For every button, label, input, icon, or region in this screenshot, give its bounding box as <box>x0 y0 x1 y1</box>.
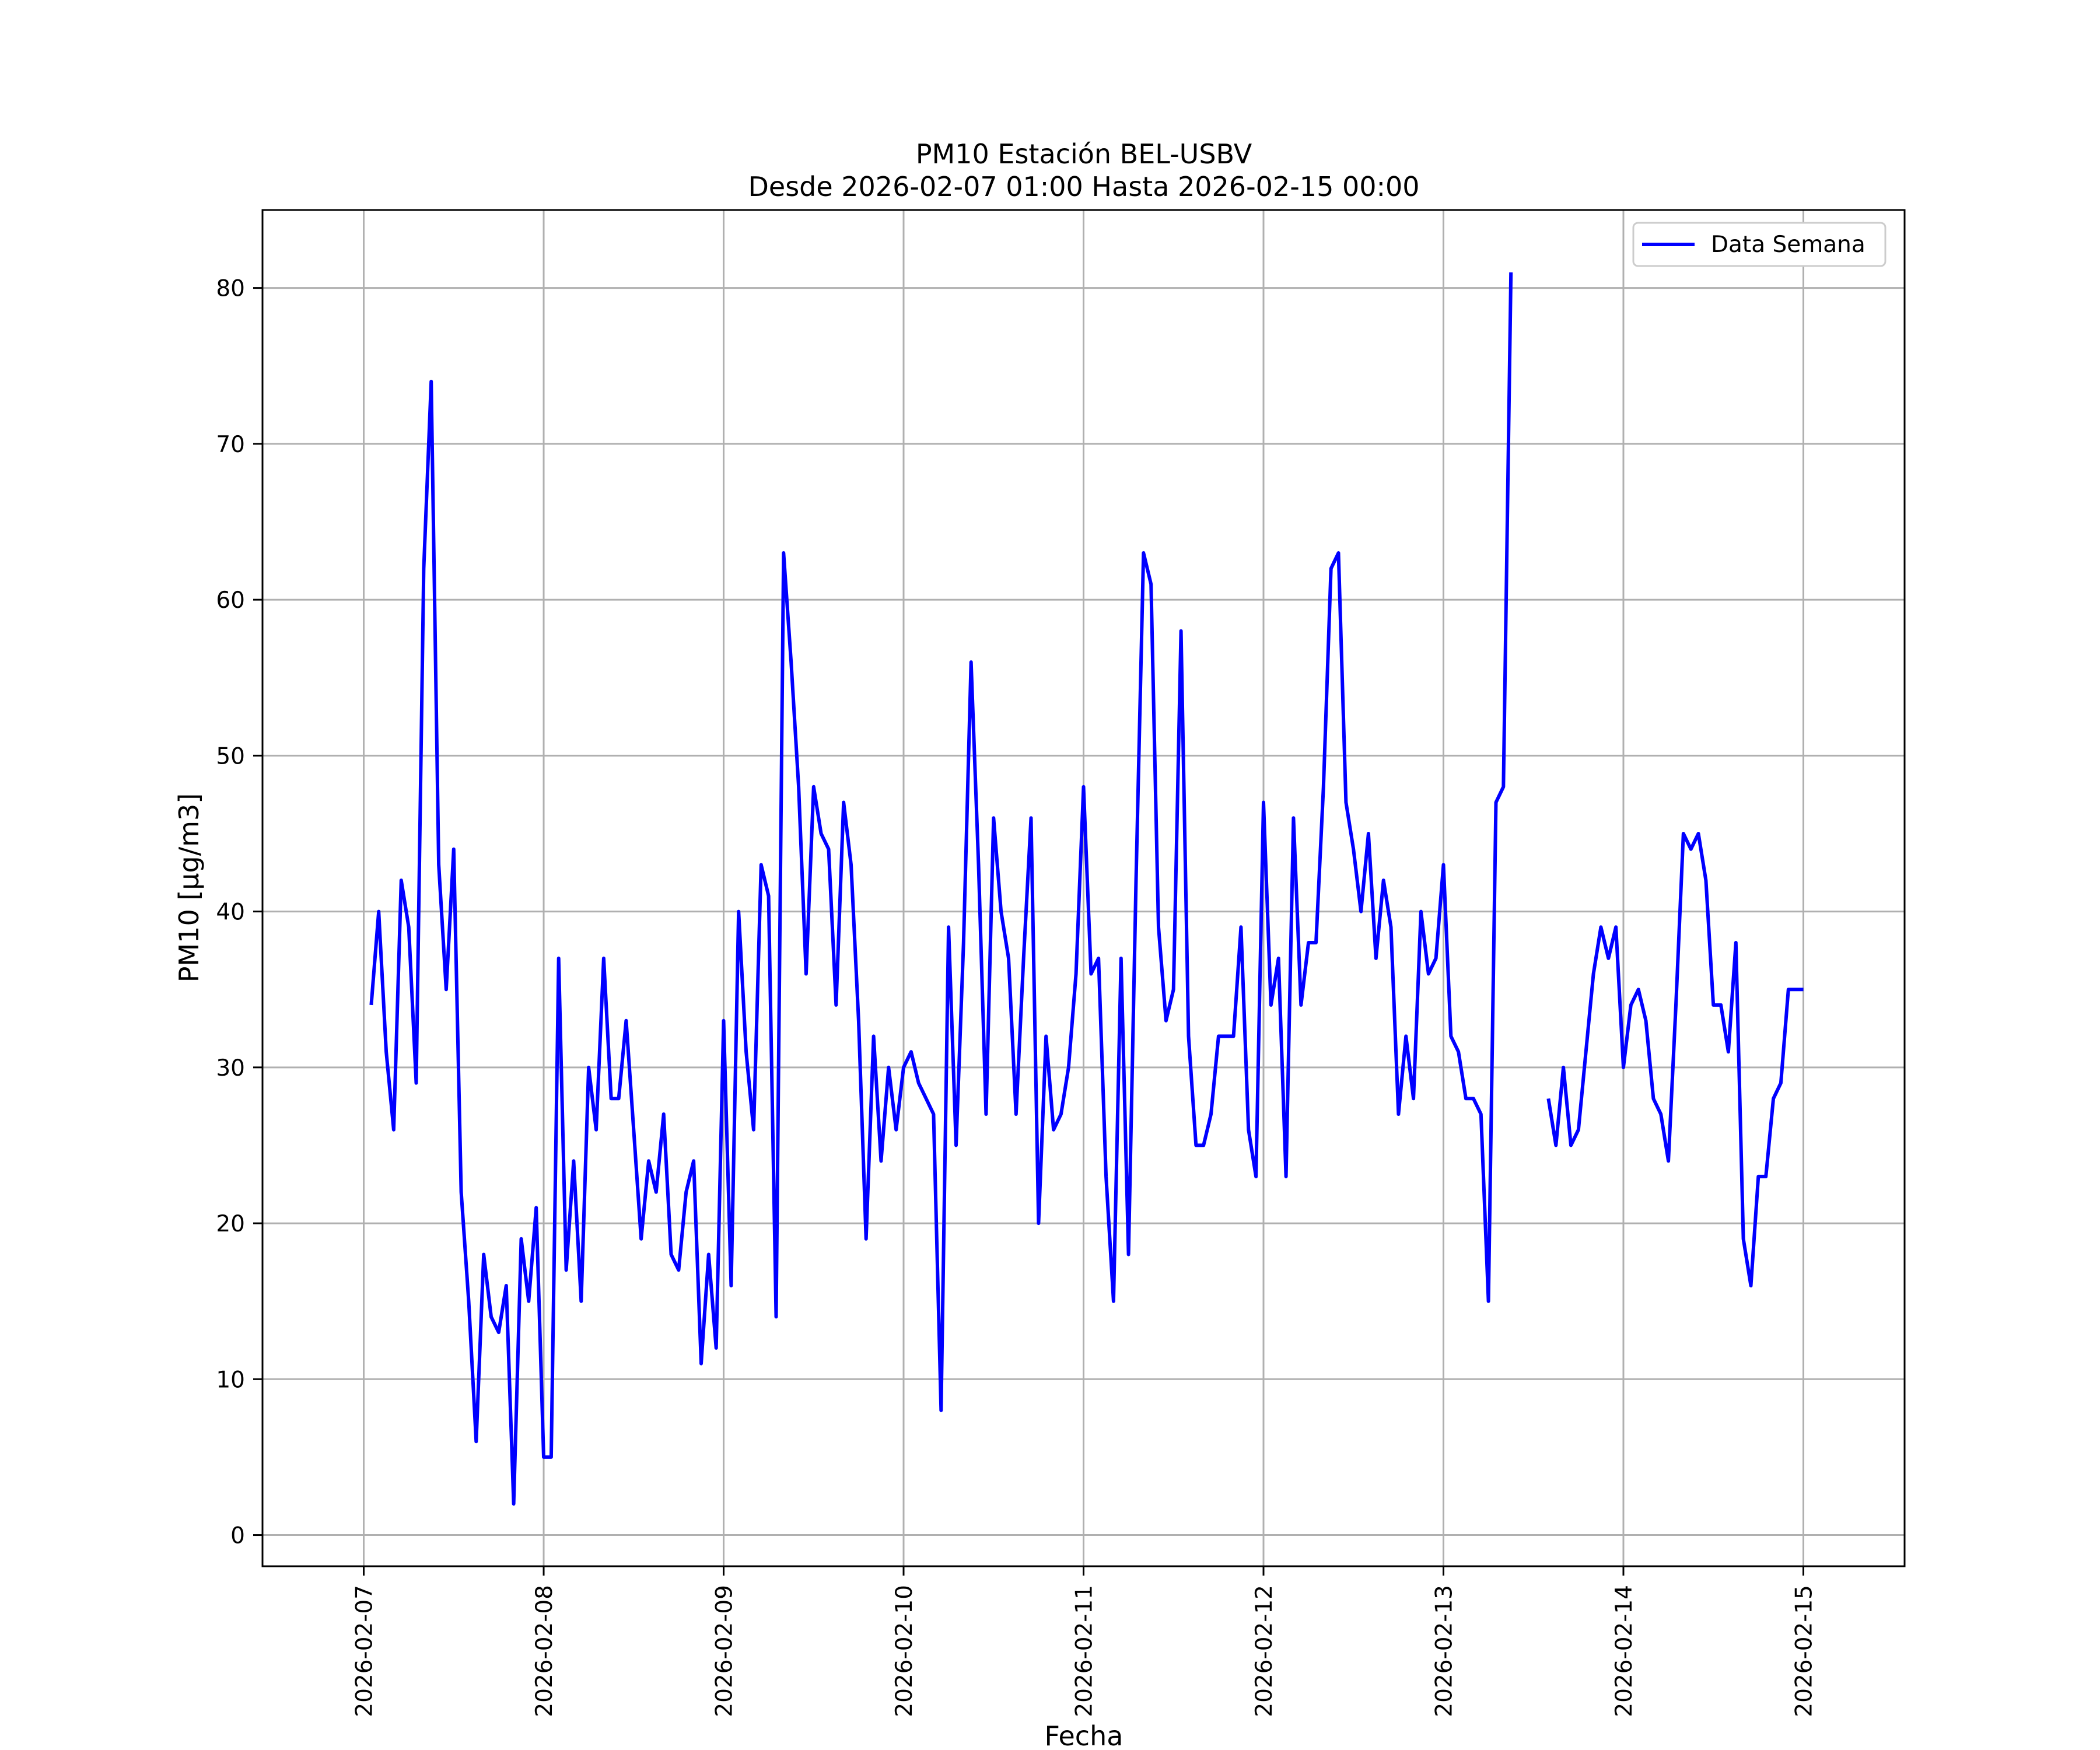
y-tick-label: 60 <box>216 587 245 614</box>
x-axis-label: Fecha <box>1045 1720 1124 1750</box>
y-tick-label: 70 <box>216 432 245 458</box>
y-axis-label: PM10 [µg/m3] <box>173 793 205 983</box>
plot-area-frame <box>261 209 1906 1567</box>
x-tick-label: 2026-02-10 <box>891 1585 918 1717</box>
axis-ticks: 2026-02-07 2026-02-08 2026-02-09 2026-02-10… <box>216 276 1817 1717</box>
x-tick-label: 2026-02-15 <box>1791 1585 1817 1717</box>
y-tick-label: 80 <box>216 276 245 302</box>
legend: Data Semana <box>1632 222 1887 267</box>
x-tick-label: 2026-02-11 <box>1072 1585 1098 1717</box>
x-tick-label: 2026-02-09 <box>712 1585 738 1717</box>
x-tick-label: 2026-02-12 <box>1251 1585 1278 1717</box>
series-lines <box>369 272 1804 1506</box>
legend-frame <box>1632 222 1887 267</box>
y-tick-label: 0 <box>230 1523 245 1549</box>
legend-label: Data Semana <box>1711 232 1866 258</box>
y-tick-label: 30 <box>216 1055 245 1082</box>
y-tick-label: 20 <box>216 1211 245 1237</box>
chart-subtitle: Desde 2026-02-07 01:00 Hasta 2026-02-15 … <box>748 171 1419 202</box>
x-tick-label: 2026-02-13 <box>1431 1585 1457 1717</box>
x-tick-label: 2026-02-08 <box>531 1585 558 1717</box>
x-tick-label: 2026-02-07 <box>352 1585 378 1717</box>
y-tick-label: 40 <box>216 900 245 926</box>
x-tick-label: 2026-02-14 <box>1611 1585 1637 1717</box>
y-tick-label: 10 <box>216 1367 245 1393</box>
grid-lines <box>262 210 1905 1566</box>
y-tick-label: 50 <box>216 743 245 769</box>
chart-title: PM10 Estación BEL-USBV <box>916 138 1252 170</box>
series-line-data-semana <box>369 272 1804 1506</box>
